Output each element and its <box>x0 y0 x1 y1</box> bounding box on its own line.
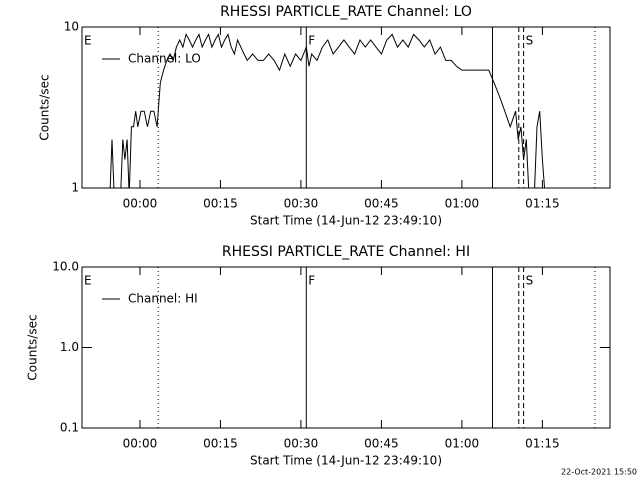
x-axis-label: Start Time (14-Jun-12 23:49:10) <box>250 214 442 228</box>
y-tick-label: 1 <box>71 181 79 195</box>
x-tick-label: 00:15 <box>203 197 238 211</box>
timestamp: 22-Oct-2021 15:50 <box>561 468 637 477</box>
y-tick-label: 0.1 <box>60 421 79 435</box>
marker-label: S <box>526 274 534 288</box>
chart-title: RHESSI PARTICLE_RATE Channel: LO <box>220 4 472 20</box>
x-tick-label: 00:45 <box>364 437 399 451</box>
x-tick-label: 01:15 <box>525 437 560 451</box>
marker-label: F <box>308 34 315 48</box>
legend-label: Channel: HI <box>128 292 198 306</box>
x-tick-label: 01:00 <box>445 197 480 211</box>
x-tick-label: 00:00 <box>123 197 158 211</box>
y-tick-label: 10 <box>64 20 79 34</box>
y-tick-label: 1.0 <box>60 340 79 354</box>
marker-label: S <box>526 34 534 48</box>
y-axis-label: Counts/sec <box>26 314 40 380</box>
marker-label: E <box>84 34 92 48</box>
x-tick-label: 00:00 <box>123 437 158 451</box>
x-tick-label: 00:30 <box>284 197 319 211</box>
data-line <box>109 33 546 188</box>
y-tick-label: 10.0 <box>52 260 79 274</box>
x-tick-label: 01:15 <box>525 197 560 211</box>
x-axis-label: Start Time (14-Jun-12 23:49:10) <box>250 454 442 468</box>
marker-label: F <box>308 274 315 288</box>
x-tick-label: 00:45 <box>364 197 399 211</box>
x-tick-label: 01:00 <box>445 437 480 451</box>
legend-label: Channel: LO <box>128 52 201 66</box>
y-axis-label: Counts/sec <box>38 74 52 140</box>
x-tick-label: 00:30 <box>284 437 319 451</box>
marker-label: E <box>84 274 92 288</box>
chart-title: RHESSI PARTICLE_RATE Channel: HI <box>222 244 470 260</box>
x-tick-label: 00:15 <box>203 437 238 451</box>
